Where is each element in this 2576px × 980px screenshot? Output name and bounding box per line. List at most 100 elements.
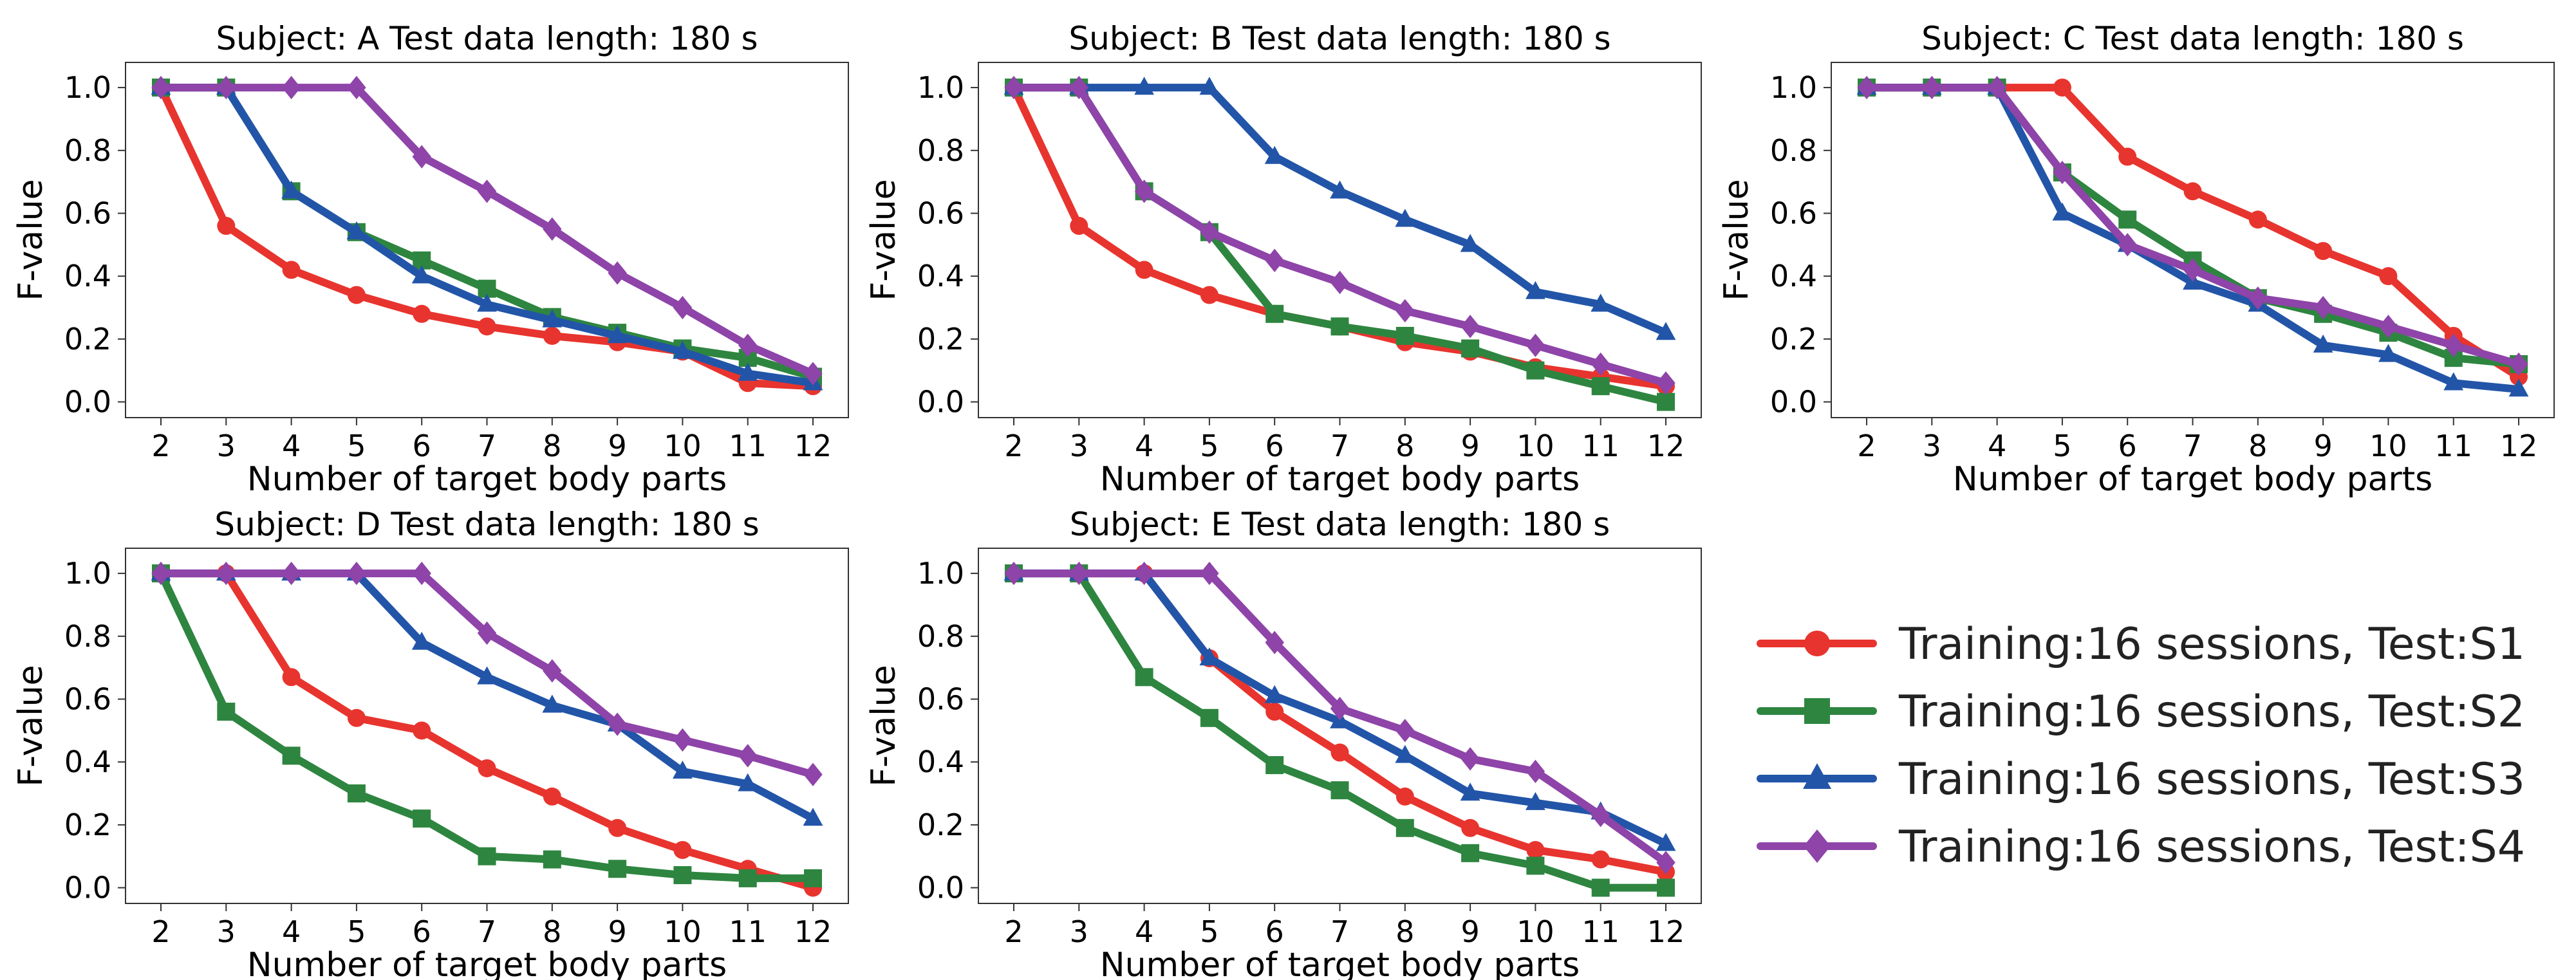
data-point xyxy=(1264,145,1285,164)
data-point xyxy=(413,304,431,323)
data-point xyxy=(411,265,432,284)
chart-panel-d: Subject: D Test data length: 180 s 0.0 0.2… xyxy=(12,506,849,980)
x-tick-label: 7 xyxy=(1330,914,1349,949)
data-point xyxy=(1330,696,1350,721)
series-s3 xyxy=(151,77,823,391)
chart-title: Subject: E Test data length: 180 s xyxy=(1070,506,1610,543)
data-point xyxy=(1591,293,1611,312)
data-point xyxy=(1461,844,1480,862)
data-point xyxy=(608,712,627,736)
data-point xyxy=(1395,818,1414,837)
data-point xyxy=(346,221,367,239)
data-point xyxy=(217,217,236,236)
x-tick-label: 2 xyxy=(1857,429,1876,463)
data-point xyxy=(673,340,693,359)
y-tick-label: 0.4 xyxy=(917,744,964,779)
data-point xyxy=(673,866,692,885)
data-point xyxy=(1591,804,1610,827)
series-s3 xyxy=(1003,77,1676,340)
data-point xyxy=(673,295,693,320)
data-point xyxy=(1395,719,1415,743)
data-point xyxy=(1395,208,1415,227)
data-point xyxy=(1987,75,2007,100)
series-line xyxy=(157,84,817,387)
data-point xyxy=(1395,326,1414,345)
legend-label: Training:16 sessions, Test:S2 xyxy=(1898,687,2525,737)
series-line xyxy=(1863,84,2523,368)
data-point xyxy=(608,818,627,837)
data-point xyxy=(2509,352,2528,376)
data-point xyxy=(1004,75,1023,100)
data-point xyxy=(2378,315,2398,338)
data-point xyxy=(1200,286,1218,304)
series-s4 xyxy=(1857,75,2528,376)
data-point xyxy=(1461,339,1480,358)
x-tick-label: 7 xyxy=(478,429,496,463)
x-tick-label: 7 xyxy=(478,914,496,949)
data-point xyxy=(542,309,563,328)
y-tick-label: 1.0 xyxy=(917,70,964,105)
x-tick-label: 5 xyxy=(347,914,366,949)
data-point xyxy=(282,261,301,279)
data-point xyxy=(1070,217,1088,236)
series-line xyxy=(157,569,817,823)
data-point xyxy=(477,180,497,203)
x-tick-label: 5 xyxy=(1200,914,1218,949)
data-point xyxy=(281,561,301,586)
data-point xyxy=(1460,234,1480,252)
y-tick-label: 1.0 xyxy=(917,556,964,591)
data-point xyxy=(543,659,562,683)
x-tick-label: 10 xyxy=(664,914,702,949)
series-line xyxy=(1010,569,1670,892)
data-point xyxy=(543,787,561,806)
data-point xyxy=(1656,322,1676,340)
data-point xyxy=(1657,878,1675,897)
data-point xyxy=(478,317,496,336)
data-point xyxy=(607,325,628,344)
x-tick-label: 2 xyxy=(1004,914,1023,949)
y-tick-label: 0.0 xyxy=(917,871,964,905)
x-tick-label: 12 xyxy=(2500,429,2538,463)
data-point xyxy=(673,728,693,752)
y-axis-label: F-value xyxy=(12,179,50,300)
series-s4 xyxy=(151,561,823,786)
data-point xyxy=(1330,180,1350,199)
data-point xyxy=(1330,743,1349,762)
x-tick-label: 12 xyxy=(1647,914,1685,949)
x-tick-label: 9 xyxy=(608,429,626,463)
data-point xyxy=(673,840,692,859)
data-point xyxy=(281,75,301,100)
data-point xyxy=(1922,75,1941,100)
data-point xyxy=(1857,75,1876,100)
y-tick-label: 0.8 xyxy=(64,133,111,168)
x-tick-label: 3 xyxy=(1070,914,1088,949)
x-tick-label: 11 xyxy=(2434,429,2472,463)
data-point xyxy=(477,666,497,685)
data-point xyxy=(1265,631,1284,654)
data-point xyxy=(151,561,171,586)
data-point xyxy=(2118,210,2137,229)
data-point xyxy=(2052,202,2073,221)
legend-entry-s1: Training:16 sessions, Test:S1 xyxy=(1757,619,2525,670)
x-tick-label: 12 xyxy=(794,914,832,949)
y-tick-label: 0.0 xyxy=(64,871,111,905)
x-tick-label: 8 xyxy=(1395,429,1414,463)
x-axis-label: Number of target body parts xyxy=(1100,946,1580,980)
data-point xyxy=(1199,647,1220,666)
x-tick-label: 8 xyxy=(543,429,561,463)
data-point xyxy=(1330,270,1350,295)
data-point xyxy=(738,744,758,768)
data-point xyxy=(2314,242,2333,261)
data-point xyxy=(1526,856,1545,875)
x-tick-label: 6 xyxy=(413,429,431,463)
series-s2 xyxy=(1005,564,1675,897)
x-tick-label: 4 xyxy=(1988,429,2006,463)
data-point xyxy=(542,694,563,713)
data-point xyxy=(282,746,301,765)
series-s4 xyxy=(1004,561,1675,874)
data-point xyxy=(1526,840,1545,859)
x-tick-label: 3 xyxy=(1070,429,1088,463)
data-point xyxy=(2313,334,2333,353)
series-s3 xyxy=(151,562,823,826)
data-point xyxy=(2053,160,2072,185)
